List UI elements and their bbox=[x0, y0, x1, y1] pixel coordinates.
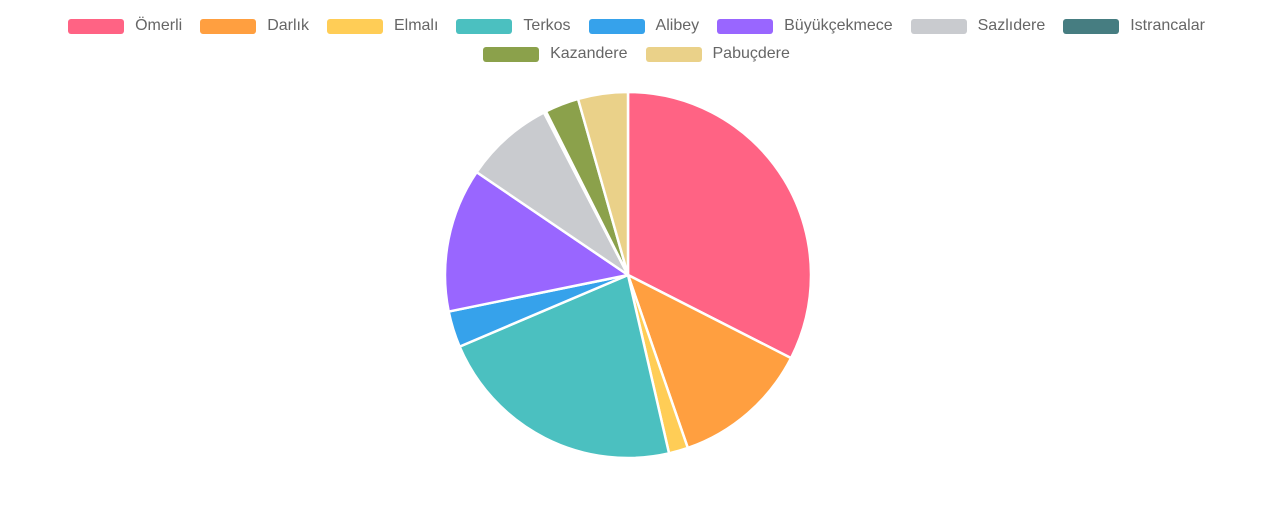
legend-swatch-terkos bbox=[456, 18, 513, 34]
legend-label: Pabuçdere bbox=[712, 45, 790, 62]
legend-label: Kazandere bbox=[550, 45, 628, 62]
legend-swatch-sazlidere bbox=[910, 18, 967, 34]
legend-label: Istrancalar bbox=[1130, 17, 1205, 34]
legend-swatch-buyukcekmece bbox=[717, 18, 774, 34]
chart-legend: Ömerli Darlık Elmalı Terkos Alibey Büyükçekme… bbox=[0, 18, 1273, 62]
legend-item-elmali[interactable]: Elmalı bbox=[326, 17, 439, 34]
pie-slice-buyukcekmece[interactable] bbox=[443, 170, 632, 314]
pie-slice-darlik[interactable] bbox=[625, 272, 793, 450]
legend-label: Terkos bbox=[523, 17, 571, 34]
legend-label: Elmalı bbox=[393, 17, 439, 34]
legend-swatch-omerli bbox=[68, 18, 125, 34]
legend-swatch-elmali bbox=[326, 18, 383, 34]
legend-item-istrancalar[interactable]: Istrancalar bbox=[1063, 18, 1205, 34]
legend-item-buyukcekmece[interactable]: Büyükçekmece bbox=[717, 18, 893, 34]
legend-item-sazlidere[interactable]: Sazlıdere bbox=[910, 17, 1046, 34]
pie-slice-pabucdere[interactable] bbox=[576, 90, 630, 276]
pie-slice-terkos[interactable] bbox=[457, 273, 671, 460]
legend-item-darlik[interactable]: Darlık bbox=[200, 18, 309, 34]
legend-label: Ömerli bbox=[135, 17, 183, 34]
legend-swatch-pabucdere bbox=[645, 46, 702, 62]
legend-item-alibey[interactable]: Alibey bbox=[588, 17, 700, 34]
legend-swatch-istrancalar bbox=[1063, 18, 1120, 34]
legend-label: Darlık bbox=[267, 17, 309, 34]
legend-swatch-darlik bbox=[200, 18, 257, 34]
legend-row: Ömerli Darlık Elmalı Terkos Alibey Büyükçekme… bbox=[68, 18, 1205, 34]
legend-item-pabucdere[interactable]: Pabuçdere bbox=[645, 45, 790, 62]
legend-swatch-alibey bbox=[588, 18, 645, 34]
legend-item-terkos[interactable]: Terkos bbox=[456, 17, 571, 34]
legend-item-kazandere[interactable]: Kazandere bbox=[483, 45, 628, 62]
legend-label: Sazlıdere bbox=[977, 17, 1046, 34]
legend-swatch-kazandere bbox=[483, 46, 540, 62]
pie-chart bbox=[443, 90, 813, 460]
legend-item-omerli[interactable]: Ömerli bbox=[68, 18, 182, 34]
pie-slice-sazlidere[interactable] bbox=[474, 110, 630, 277]
legend-label: Büyükçekmece bbox=[784, 17, 893, 34]
legend-label: Alibey bbox=[655, 17, 700, 34]
pie-slice-omerli[interactable] bbox=[626, 90, 813, 360]
legend-row: Kazandere Pabuçdere bbox=[483, 46, 790, 62]
